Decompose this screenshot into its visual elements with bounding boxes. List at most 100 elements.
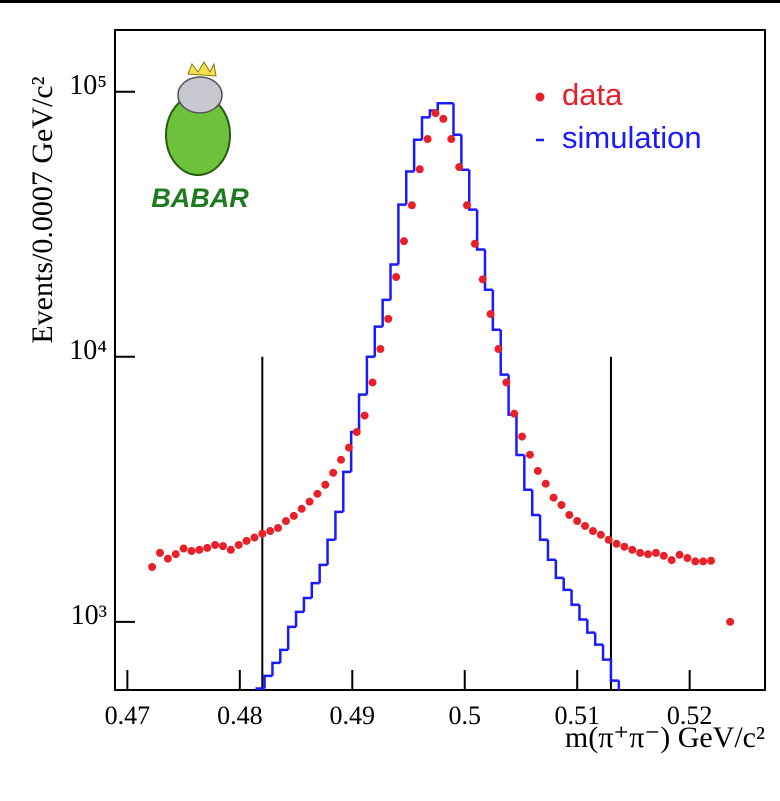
data-point: [612, 539, 621, 548]
y-tick-label: 10⁴: [69, 335, 107, 366]
data-point: [683, 554, 692, 563]
histogram-bin: [467, 169, 478, 211]
x-tick-label: 0.52: [667, 701, 713, 730]
histogram-bin: [349, 430, 360, 472]
data-point: [565, 510, 574, 519]
data-point: [494, 344, 503, 353]
data-point: [447, 135, 456, 144]
data-point: [281, 517, 290, 526]
data-point: [707, 556, 716, 565]
histogram-bin: [255, 687, 265, 690]
data-point: [250, 533, 259, 542]
data-point: [313, 489, 322, 498]
data-point: [218, 542, 227, 551]
data-point: [462, 201, 471, 210]
data-point: [297, 504, 306, 513]
histogram-bin: [318, 563, 328, 584]
data-point: [266, 527, 275, 536]
data-point: [344, 443, 353, 452]
data-point: [171, 550, 180, 559]
data-point: [588, 527, 597, 536]
histogram-bin: [609, 659, 619, 682]
histogram-bin: [452, 103, 462, 137]
histogram-bin: [365, 355, 375, 395]
histogram-bin: [546, 539, 556, 561]
histogram-bin: [436, 101, 446, 111]
histogram-bin: [342, 470, 352, 512]
histogram-bin: [381, 298, 391, 327]
data-point: [455, 163, 464, 172]
data-point: [518, 432, 527, 441]
data-point: [337, 455, 346, 464]
histogram-bin: [554, 559, 564, 580]
data-point: [179, 544, 188, 553]
histogram-bin: [530, 489, 541, 517]
histogram-bin: [601, 644, 611, 661]
data-point: [486, 310, 495, 319]
data-point: [644, 550, 653, 559]
x-tick-label: 0.49: [330, 701, 376, 730]
data-point: [274, 523, 283, 532]
data-point: [360, 411, 369, 420]
data-point: [352, 428, 361, 437]
data-point: [699, 557, 708, 566]
data-point: [423, 135, 432, 144]
data-point: [581, 521, 590, 530]
data-point: [407, 201, 416, 210]
plot-area: [148, 101, 735, 690]
x-axis-title: m(π⁺π⁻) GeV/c²: [565, 721, 765, 754]
histogram-bin: [562, 577, 572, 592]
histogram-bin: [523, 455, 533, 491]
data-point: [211, 540, 220, 549]
data-point: [502, 378, 511, 387]
data-point: [163, 554, 172, 563]
histogram-bin: [515, 414, 525, 457]
data-point: [628, 545, 637, 554]
data-point: [415, 165, 424, 174]
x-tick-label: 0.5: [448, 701, 481, 730]
data-point: [691, 557, 700, 566]
histogram-bin: [475, 209, 485, 251]
logo: BABAR: [151, 61, 249, 213]
data-point: [392, 273, 401, 282]
histogram-bin: [310, 581, 320, 598]
data-point: [573, 517, 582, 526]
data-point: [596, 530, 605, 539]
histogram-bin: [397, 203, 407, 265]
data-point: [203, 543, 212, 552]
data-point: [549, 493, 558, 502]
histogram-bin: [483, 249, 493, 292]
histogram-bin: [491, 289, 501, 331]
data-point: [659, 551, 668, 560]
data-point: [226, 545, 235, 554]
data-point: [541, 479, 550, 488]
legend-symbol: [535, 92, 545, 102]
data-point: [620, 542, 629, 551]
data-point: [376, 344, 385, 353]
histogram-bin: [263, 674, 273, 689]
x-tick-label: 0.51: [554, 701, 600, 730]
data-point: [234, 540, 243, 549]
y-tick-label: 10³: [71, 600, 107, 631]
data-point: [533, 466, 542, 475]
data-point: [604, 535, 613, 544]
plot-frame: [114, 29, 766, 691]
x-tick-label: 0.48: [217, 701, 263, 730]
legend-label: data: [562, 77, 623, 112]
data-point: [195, 545, 204, 554]
histogram-bin: [271, 661, 281, 676]
histogram-bin: [373, 325, 383, 357]
legend-label: simulation: [562, 120, 702, 155]
data-point: [258, 529, 267, 538]
data-point: [431, 109, 440, 118]
data-point: [651, 548, 660, 557]
data-point: [289, 511, 298, 520]
y-tick-label: 10⁵: [69, 70, 107, 101]
histogram-bin: [302, 596, 312, 612]
data-point: [305, 497, 314, 506]
histogram-bin: [538, 514, 548, 542]
data-point: [368, 378, 377, 387]
data-point: [329, 468, 338, 477]
histogram-bin: [405, 170, 415, 205]
data-point: [439, 114, 448, 123]
